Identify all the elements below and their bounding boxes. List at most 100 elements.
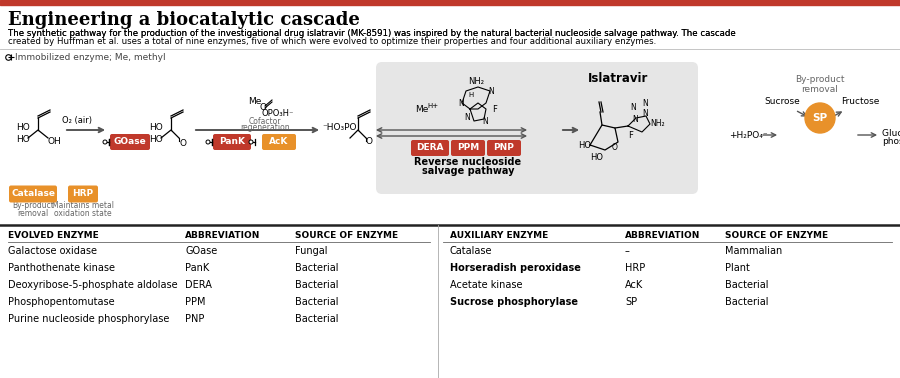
Text: H+: H+ xyxy=(427,103,438,109)
Text: Deoxyribose-5-phosphate aldolase: Deoxyribose-5-phosphate aldolase xyxy=(8,280,177,290)
Text: Catalase: Catalase xyxy=(450,246,492,256)
Text: PanK: PanK xyxy=(219,138,245,147)
Text: AUXILIARY ENZYME: AUXILIARY ENZYME xyxy=(450,231,548,240)
Text: HO: HO xyxy=(578,141,591,150)
Text: HO: HO xyxy=(16,135,30,144)
Text: HO: HO xyxy=(149,124,163,133)
FancyBboxPatch shape xyxy=(262,134,296,150)
Text: F: F xyxy=(628,130,633,139)
Text: Immobilized enzyme; Me, methyl: Immobilized enzyme; Me, methyl xyxy=(15,53,166,62)
Text: Bacterial: Bacterial xyxy=(295,297,338,307)
Text: F: F xyxy=(492,104,497,113)
Text: Sucrose phosphorylase: Sucrose phosphorylase xyxy=(450,297,578,307)
Circle shape xyxy=(249,140,253,144)
Text: Me: Me xyxy=(415,105,428,115)
Text: regeneration: regeneration xyxy=(240,124,290,133)
Text: N: N xyxy=(464,113,470,121)
Text: N: N xyxy=(642,99,648,108)
Text: PPM: PPM xyxy=(185,297,205,307)
Text: Reverse nucleoside: Reverse nucleoside xyxy=(414,157,522,167)
FancyBboxPatch shape xyxy=(110,134,150,150)
Text: Cofactor: Cofactor xyxy=(248,118,281,127)
Text: OH: OH xyxy=(48,138,62,147)
Text: OPO₃H⁻: OPO₃H⁻ xyxy=(262,110,294,118)
Text: created by Huffman et al. uses a total of nine enzymes, five of which were evolv: created by Huffman et al. uses a total o… xyxy=(8,37,656,46)
Text: Bacterial: Bacterial xyxy=(725,280,769,290)
Text: By-product: By-product xyxy=(12,201,54,211)
Text: SOURCE OF ENZYME: SOURCE OF ENZYME xyxy=(295,231,398,240)
Text: Bacterial: Bacterial xyxy=(295,314,338,324)
Text: O₂ (air): O₂ (air) xyxy=(62,116,92,124)
FancyBboxPatch shape xyxy=(376,62,698,194)
Text: –: – xyxy=(625,246,630,256)
Text: Fructose: Fructose xyxy=(841,98,879,107)
FancyBboxPatch shape xyxy=(213,134,251,150)
Text: Panthothenate kinase: Panthothenate kinase xyxy=(8,263,115,273)
Text: PPM: PPM xyxy=(457,144,479,152)
Text: O: O xyxy=(179,138,186,147)
Text: Acetate kinase: Acetate kinase xyxy=(450,280,523,290)
Text: N: N xyxy=(488,87,494,96)
Text: NH₂: NH₂ xyxy=(468,76,484,85)
Text: HRP: HRP xyxy=(625,263,645,273)
Text: salvage pathway: salvage pathway xyxy=(422,166,514,176)
Text: HO: HO xyxy=(149,135,163,144)
FancyBboxPatch shape xyxy=(487,140,521,156)
Text: Bacterial: Bacterial xyxy=(295,263,338,273)
Text: HO: HO xyxy=(16,124,30,133)
Text: PNP: PNP xyxy=(185,314,204,324)
FancyBboxPatch shape xyxy=(9,186,57,203)
Text: Plant: Plant xyxy=(725,263,750,273)
Text: removal: removal xyxy=(17,209,49,217)
Text: GOase: GOase xyxy=(185,246,217,256)
Circle shape xyxy=(206,140,210,144)
Text: Fungal: Fungal xyxy=(295,246,328,256)
Text: Catalase: Catalase xyxy=(11,189,55,198)
Text: AcK: AcK xyxy=(625,280,643,290)
Text: Horseradish peroxidase: Horseradish peroxidase xyxy=(450,263,580,273)
Text: N: N xyxy=(482,116,488,125)
Text: Me: Me xyxy=(248,98,261,107)
Text: ABBREVIATION: ABBREVIATION xyxy=(625,231,700,240)
Text: DERA: DERA xyxy=(416,144,444,152)
Text: PanK: PanK xyxy=(185,263,209,273)
Text: Sucrose: Sucrose xyxy=(764,98,800,107)
Text: SOURCE OF ENZYME: SOURCE OF ENZYME xyxy=(725,231,828,240)
Text: removal: removal xyxy=(802,85,839,93)
Text: AcK: AcK xyxy=(269,138,289,147)
Text: H: H xyxy=(468,92,473,98)
Text: N: N xyxy=(642,110,648,118)
FancyBboxPatch shape xyxy=(451,140,485,156)
Text: HRP: HRP xyxy=(72,189,94,198)
Text: PNP: PNP xyxy=(493,144,515,152)
Text: Engineering a biocatalytic cascade: Engineering a biocatalytic cascade xyxy=(8,11,360,29)
Text: Mammalian: Mammalian xyxy=(725,246,782,256)
Text: Bacterial: Bacterial xyxy=(295,280,338,290)
Text: oxidation state: oxidation state xyxy=(54,209,112,217)
Text: Islatravir: Islatravir xyxy=(588,71,648,85)
FancyBboxPatch shape xyxy=(411,140,449,156)
Text: +H₂PO₄⁻: +H₂PO₄⁻ xyxy=(729,130,768,139)
Text: DERA: DERA xyxy=(185,280,211,290)
Text: phosphate: phosphate xyxy=(882,136,900,146)
Text: GOase: GOase xyxy=(113,138,147,147)
Text: Phosphopentomutase: Phosphopentomutase xyxy=(8,297,114,307)
Text: SP: SP xyxy=(813,113,828,123)
Text: Purine nucleoside phosphorylase: Purine nucleoside phosphorylase xyxy=(8,314,169,324)
Text: Bacterial: Bacterial xyxy=(725,297,769,307)
Text: The synthetic pathway for the production of the investigational drug islatravir : The synthetic pathway for the production… xyxy=(8,28,736,37)
Text: HO: HO xyxy=(590,153,603,163)
Text: By-product: By-product xyxy=(796,76,845,85)
Circle shape xyxy=(103,140,107,144)
Text: SP: SP xyxy=(625,297,637,307)
Text: The synthetic pathway for the production of the investigational drug islatravir : The synthetic pathway for the production… xyxy=(8,28,736,37)
Text: N: N xyxy=(458,99,464,107)
FancyBboxPatch shape xyxy=(68,186,98,203)
Text: Galactose oxidase: Galactose oxidase xyxy=(8,246,97,256)
Text: N: N xyxy=(632,116,638,124)
Text: ABBREVIATION: ABBREVIATION xyxy=(185,231,260,240)
Bar xyxy=(0,0,900,5)
Text: ⁻HO₃PO: ⁻HO₃PO xyxy=(322,124,356,133)
Text: EVOLVED ENZYME: EVOLVED ENZYME xyxy=(8,231,99,240)
Text: N: N xyxy=(630,104,635,113)
